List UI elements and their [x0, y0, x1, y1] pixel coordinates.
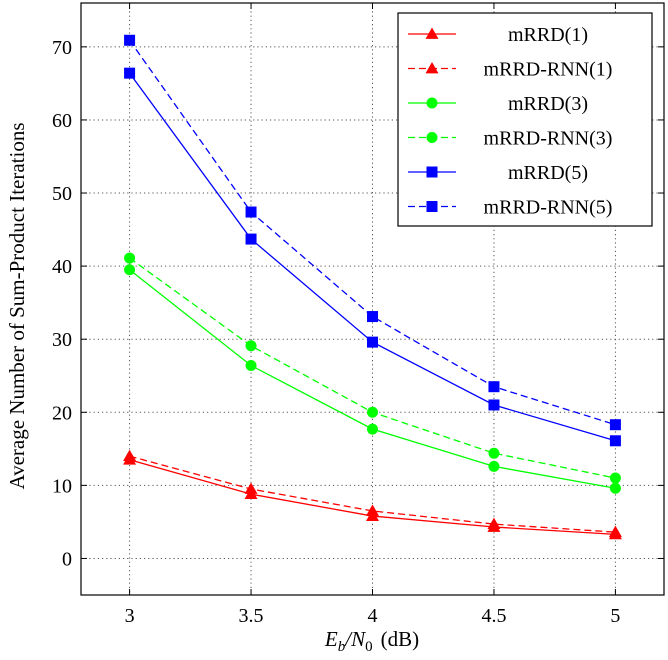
x-tick-label: 3	[125, 605, 135, 627]
y-tick-label: 0	[62, 548, 72, 570]
series-1	[123, 449, 622, 538]
x-axis-label-unit: (dB)	[381, 627, 420, 651]
data-point	[609, 435, 621, 447]
legend-label: mRRD(3)	[508, 93, 588, 115]
y-tick-label: 30	[52, 329, 72, 351]
y-tick-label: 10	[52, 475, 72, 497]
y-tick-label: 20	[52, 402, 72, 424]
legend-entry: mRRD-RNN(3)	[408, 128, 612, 150]
y-axis-label: Average Number of Sum-Product Iterations	[5, 122, 29, 489]
data-point	[609, 472, 621, 484]
data-point	[487, 517, 501, 529]
data-point	[124, 264, 136, 276]
legend-entry: mRRD(5)	[408, 162, 588, 184]
series-3	[124, 252, 621, 484]
data-point	[245, 206, 257, 218]
x-tick-label: 4	[368, 605, 378, 627]
series-line	[129, 269, 616, 489]
legend-entry: mRRD-RNN(1)	[408, 59, 612, 81]
legend-marker	[425, 27, 439, 39]
data-point	[367, 406, 378, 418]
legend-marker	[426, 132, 438, 143]
x-tick-label: 5	[610, 605, 620, 627]
data-point	[609, 419, 621, 431]
series-4	[124, 67, 621, 447]
plot-frame	[80, 2, 665, 596]
data-point	[124, 67, 136, 79]
data-point	[367, 311, 378, 323]
legend-marker	[426, 201, 438, 212]
legend-label: mRRD(1)	[508, 24, 588, 46]
legend-marker	[425, 62, 439, 74]
legend: mRRD(1) mRRD-RNN(1) mRRD(3) mRRD-RNN(3) mRRD…	[397, 12, 653, 227]
data-point	[245, 340, 257, 352]
legend-label: mRRD-RNN(1)	[484, 59, 613, 81]
x-axis-label-slash-n: /N	[344, 627, 366, 651]
data-point	[124, 34, 136, 46]
series-5	[124, 34, 621, 431]
data-point	[488, 447, 500, 459]
x-axis-label-sub-b: b	[338, 639, 346, 655]
data-point	[367, 423, 378, 435]
series-2	[124, 264, 621, 494]
y-tick-label: 70	[52, 37, 72, 59]
x-axis-label-e: E	[324, 627, 338, 651]
series-group	[123, 34, 622, 540]
data-point	[366, 504, 379, 516]
y-tick-label: 60	[52, 110, 72, 132]
data-point	[488, 460, 500, 472]
data-point	[245, 360, 257, 372]
x-axis-label: Eb/N0 (dB)	[324, 627, 419, 655]
legend-marker	[426, 97, 438, 109]
data-point	[245, 233, 257, 245]
legend-marker	[426, 166, 438, 178]
data-point	[123, 449, 137, 462]
legend-label: mRRD(5)	[508, 162, 588, 184]
legend-entry: mRRD(3)	[408, 93, 588, 115]
series-line	[129, 455, 616, 533]
data-point	[608, 525, 622, 538]
x-axis-label-sub-0: 0	[365, 639, 373, 655]
x-tick-label: 3.5	[239, 605, 264, 627]
legend-label: mRRD-RNN(5)	[484, 197, 613, 219]
y-tick-label: 40	[52, 256, 72, 278]
data-point	[609, 482, 621, 494]
legend-entry: mRRD(1)	[408, 24, 588, 46]
series-line	[129, 39, 616, 426]
grid	[81, 3, 664, 595]
data-point	[244, 482, 258, 494]
y-tick-label: 50	[52, 183, 72, 205]
data-point	[488, 399, 500, 411]
series-line	[129, 459, 616, 535]
data-point	[367, 336, 378, 348]
legend-label: mRRD-RNN(3)	[484, 128, 613, 150]
x-tick-label: 4.5	[481, 605, 506, 627]
legend-box	[397, 12, 653, 227]
data-point	[488, 381, 500, 393]
legend-entry: mRRD-RNN(5)	[408, 197, 612, 219]
axes	[80, 2, 665, 596]
data-point	[124, 252, 136, 264]
